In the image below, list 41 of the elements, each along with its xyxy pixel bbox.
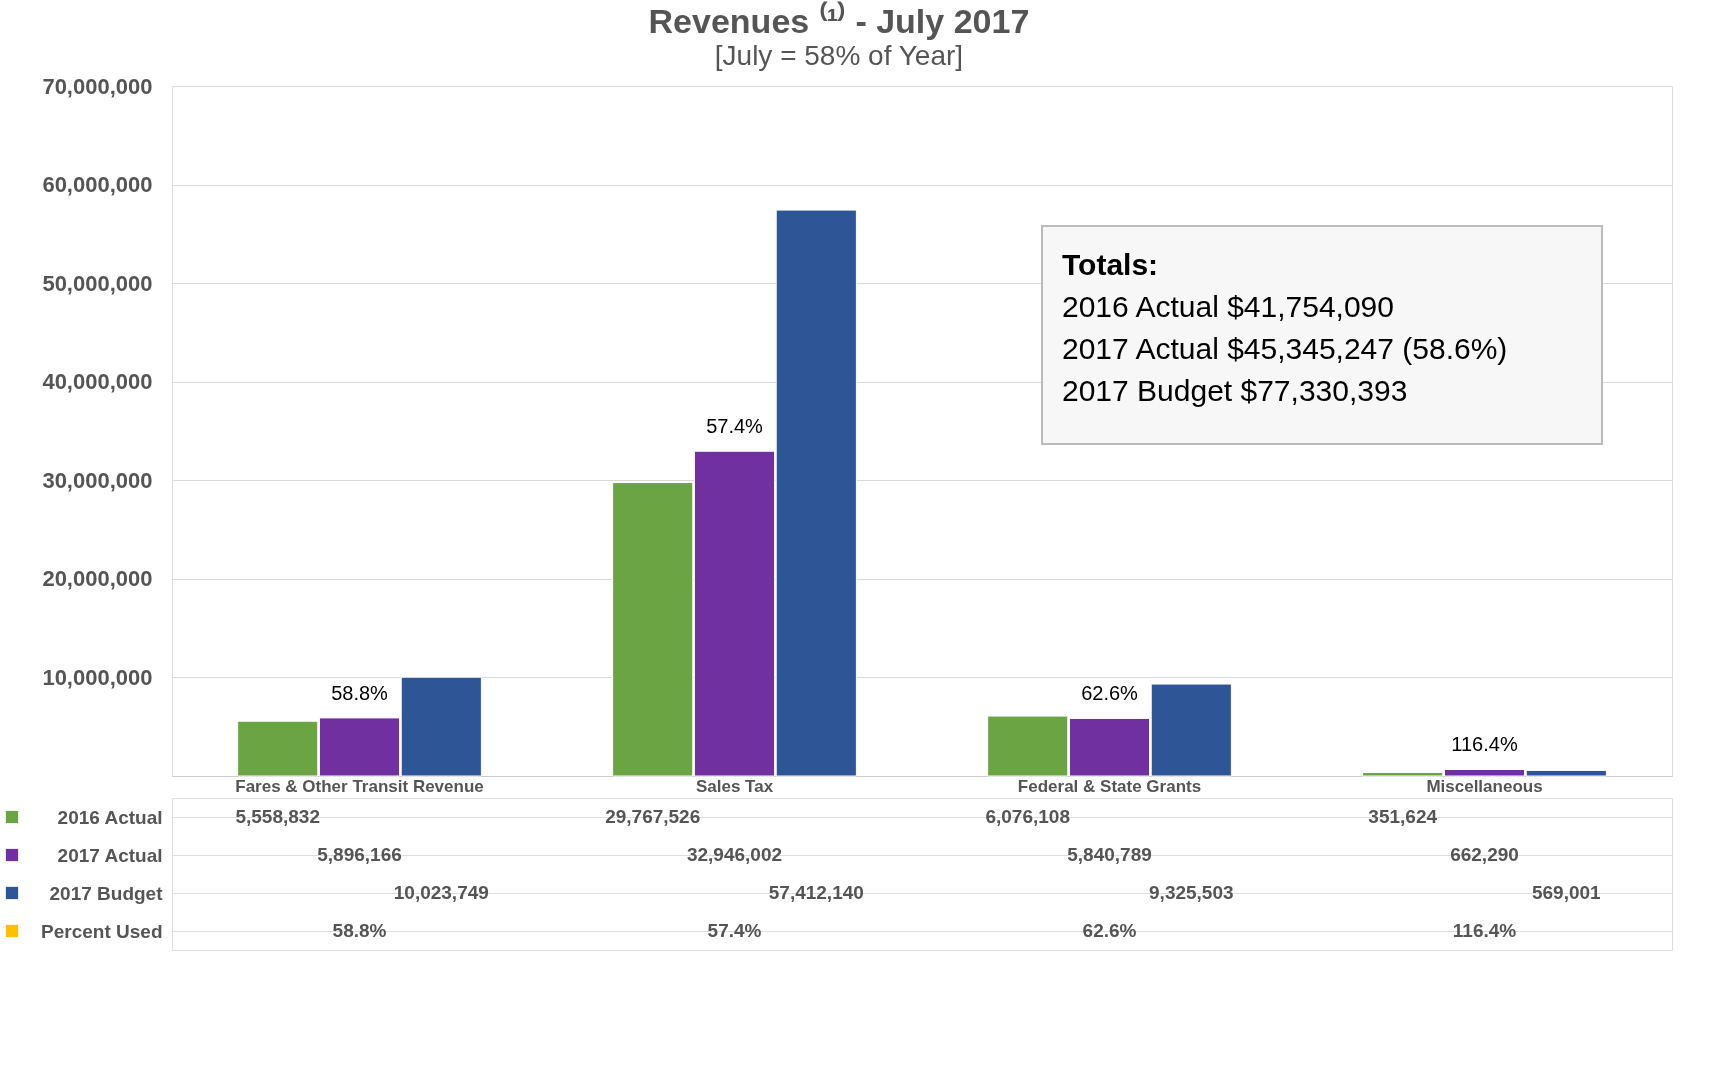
y-tick-label: 10,000,000 <box>42 664 153 690</box>
y-tick-label: 40,000,000 <box>42 369 153 395</box>
data-label: 32,946,002 <box>686 844 783 865</box>
annotation: 2017 Budget $77,330,393 <box>1062 374 1408 407</box>
y-tick-label: 20,000,000 <box>42 566 153 592</box>
annotation: 57.4% <box>706 415 764 438</box>
legend-label: 2017 Budget <box>49 882 164 904</box>
x-tick-label: Sales Tax <box>695 776 774 796</box>
data-label: 5,840,789 <box>1067 844 1152 865</box>
text: 62.6% <box>1082 920 1137 941</box>
data-label: 569,001 <box>1531 882 1602 903</box>
data-label: 9,325,503 <box>1149 882 1234 903</box>
data-label: 57,412,140 <box>768 882 864 903</box>
text: 57.4% <box>707 920 762 941</box>
text: 58.8% <box>332 920 387 941</box>
data-label: 10,023,749 <box>393 882 489 903</box>
x-tick-label: Federal & State Grants <box>1017 776 1202 796</box>
y-tick-label: 60,000,000 <box>42 172 153 198</box>
data-label: 662,290 <box>1450 844 1519 865</box>
annotation: 116.4% <box>1451 733 1518 756</box>
legend-label: Percent Used <box>41 920 163 942</box>
chart-title: Revenues ⁽¹⁾ - July 2017 <box>648 0 1030 40</box>
y-tick-label: 70,000,000 <box>42 73 153 99</box>
data-label: 351,624 <box>1368 806 1438 827</box>
text: 116.4% <box>1452 920 1517 941</box>
annotation: 58.8% <box>331 681 389 704</box>
chart-subtitle: [July = 58% of Year] <box>714 39 964 71</box>
legend-label: 2017 Actual <box>57 844 163 866</box>
annotation: 2017 Actual $45,345,247 (58.6%) <box>1062 332 1508 365</box>
x-tick-label: Miscellaneous <box>1426 776 1543 796</box>
y-tick-label: 30,000,000 <box>42 467 153 493</box>
x-tick-label: Fares & Other Transit Revenue <box>235 776 484 796</box>
data-label: 6,076,108 <box>985 806 1070 827</box>
y-tick-label: 50,000,000 <box>42 270 153 296</box>
data-label: 5,896,166 <box>317 844 402 865</box>
legend-label: 2016 Actual <box>57 806 163 828</box>
annotation: 2016 Actual $41,754,090 <box>1062 290 1394 323</box>
data-label: 5,558,832 <box>235 806 320 827</box>
annotation: Totals: <box>1062 248 1159 281</box>
annotation: 62.6% <box>1081 682 1139 705</box>
data-label: 29,767,526 <box>605 806 701 827</box>
